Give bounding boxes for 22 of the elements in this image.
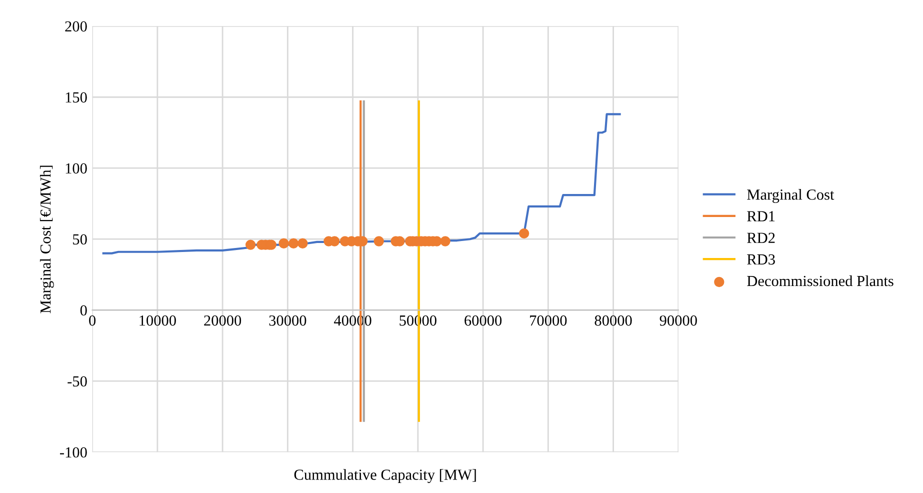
x-tick-label: 10000	[140, 315, 176, 326]
y-tick-label: 50	[73, 234, 87, 245]
x-tick-label: 0	[89, 315, 96, 326]
legend-label: Decommissioned Plants	[747, 275, 894, 286]
legend-label: RD2	[747, 232, 775, 243]
y-tick-label: -100	[60, 447, 87, 458]
y-tick-label: 200	[65, 21, 87, 32]
x-tick-label: 90000	[660, 315, 697, 326]
y-tick-label: 150	[66, 92, 87, 103]
x-tick-label: 60000	[464, 315, 502, 326]
y-tick-label: -50	[68, 376, 87, 387]
x-tick-label: 20000	[204, 315, 242, 326]
legend-label: RD3	[747, 254, 775, 265]
x-axis-title: Cummulative Capacity [MW]	[294, 469, 476, 484]
y-axis-title: Marginal Cost [€/MWh]	[40, 166, 54, 314]
legend-label: Marginal Cost	[747, 189, 834, 203]
legend-label: RD1	[747, 211, 775, 222]
y-tick-label: 100	[66, 163, 87, 174]
x-tick-label: 30000	[269, 315, 306, 326]
x-tick-label: 70000	[530, 315, 567, 326]
y-tick-label: 0	[80, 305, 87, 316]
x-tick-label: 80000	[594, 315, 632, 326]
